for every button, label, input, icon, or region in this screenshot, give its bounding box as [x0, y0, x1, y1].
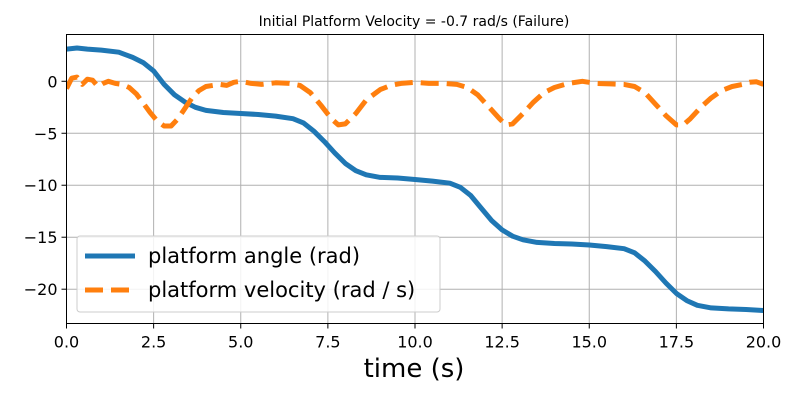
x-axis-label: time (s) — [364, 354, 465, 384]
y-tick-label: −15 — [24, 228, 58, 247]
y-tick-label: −20 — [24, 280, 58, 299]
x-tick-label: 10.0 — [397, 333, 433, 352]
legend-label-velocity: platform velocity (rad / s) — [148, 278, 415, 302]
legend: platform angle (rad) platform velocity (… — [76, 235, 441, 313]
x-tick-label: 2.5 — [141, 333, 166, 352]
legend-box — [76, 235, 441, 313]
series-line-platform-velocity — [66, 74, 764, 129]
x-tick-label: 5.0 — [228, 333, 253, 352]
chart-title: Initial Platform Velocity = -0.7 rad/s (… — [259, 14, 570, 30]
x-tick-label: 20.0 — [746, 333, 782, 352]
x-axis-ticks: 0.0 2.5 5.0 7.5 10.0 12.5 15.0 17.5 20.0 — [54, 323, 782, 352]
legend-label-angle: platform angle (rad) — [148, 244, 360, 268]
y-axis-ticks: 0 −5 −10 −15 −20 — [24, 72, 67, 299]
x-tick-label: 7.5 — [315, 333, 340, 352]
series-lines — [66, 45, 764, 313]
y-tick-label: −5 — [34, 124, 58, 143]
x-tick-label: 15.0 — [571, 333, 607, 352]
x-tick-label: 0.0 — [54, 333, 79, 352]
series-line-platform-angle — [66, 45, 764, 313]
x-tick-label: 17.5 — [659, 333, 695, 352]
y-tick-label: 0 — [47, 72, 57, 91]
x-tick-label: 12.5 — [484, 333, 520, 352]
y-tick-label: −10 — [24, 176, 58, 195]
